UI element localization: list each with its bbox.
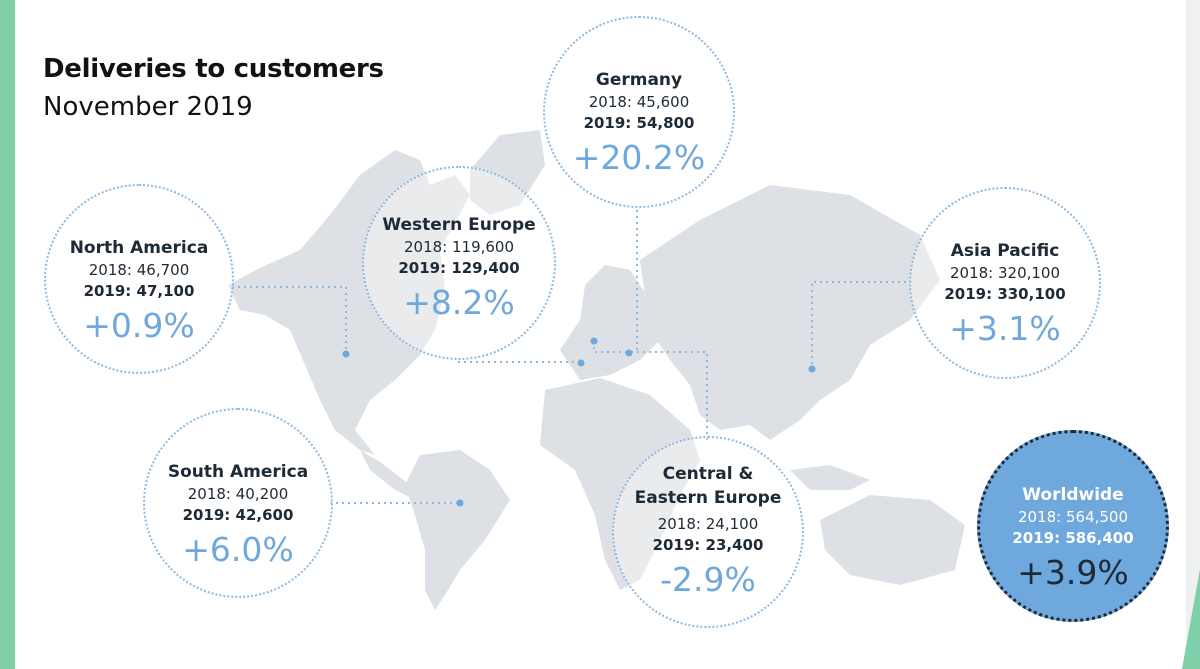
change-percent: +3.9%: [1017, 553, 1129, 592]
bubble-western-europe: Western Europe 2018: 119,600 2019: 129,4…: [362, 166, 556, 360]
dot-north-america: [342, 350, 350, 358]
dot-central-eastern-europe: [590, 337, 598, 345]
value-2019: 2019: 47,100: [83, 282, 195, 300]
bubble-germany: Germany 2018: 45,600 2019: 54,800 +20.2%: [543, 16, 735, 208]
bubble-south-america: South America 2018: 40,200 2019: 42,600 …: [143, 408, 333, 598]
change-percent: -2.9%: [660, 560, 756, 599]
continents: [228, 130, 965, 610]
region-name-line2: Eastern Europe: [634, 488, 782, 508]
change-percent: +20.2%: [572, 138, 706, 177]
value-2019: 2019: 42,600: [182, 506, 294, 524]
connector-north-america: [232, 286, 347, 353]
change-percent: +8.2%: [403, 283, 515, 322]
bubble-worldwide: Worldwide 2018: 564,500 2019: 586,400 +3…: [977, 430, 1169, 622]
region-name: Asia Pacific: [950, 241, 1060, 261]
dot-south-america: [456, 499, 464, 507]
connector-central-eastern-europe: [593, 341, 708, 440]
change-percent: +0.9%: [83, 306, 195, 345]
dot-western-europe: [577, 359, 585, 367]
region-name: South America: [167, 462, 309, 482]
value-2019: 2019: 129,400: [398, 259, 520, 277]
region-name-line1: Central &: [662, 464, 754, 484]
value-2018: 2018: 46,700: [88, 261, 190, 279]
value-2018: 2018: 40,200: [187, 485, 289, 503]
chart-title: Deliveries to customers: [43, 54, 384, 84]
region-name: North America: [69, 238, 209, 258]
continent-south-america: [405, 450, 510, 610]
value-2019: 2019: 23,400: [652, 536, 764, 554]
continent-australia: [820, 495, 965, 585]
continent-europe: [560, 265, 670, 380]
dot-asia-pacific: [808, 365, 816, 373]
region-name: Western Europe: [382, 215, 536, 235]
value-2018: 2018: 119,600: [403, 238, 515, 256]
change-percent: +6.0%: [182, 530, 294, 569]
value-2018: 2018: 320,100: [949, 264, 1061, 282]
location-dots: [342, 337, 816, 507]
value-2019: 2019: 586,400: [1012, 529, 1134, 547]
continent-asia: [640, 185, 940, 440]
left-accent-bar: [0, 0, 15, 669]
value-2019: 2019: 54,800: [583, 114, 695, 132]
chart-subtitle: November 2019: [43, 92, 253, 122]
value-2018: 2018: 45,600: [588, 93, 690, 111]
corner-accent: [1182, 569, 1200, 669]
connector-asia-pacific: [811, 281, 912, 368]
region-name: Worldwide: [1022, 485, 1124, 505]
region-name: Germany: [595, 70, 683, 90]
value-2018: 2018: 24,100: [657, 515, 759, 533]
connector-lines: [232, 210, 912, 504]
change-percent: +3.1%: [949, 309, 1061, 348]
value-2019: 2019: 330,100: [944, 285, 1066, 303]
dot-germany: [625, 349, 633, 357]
bubble-north-america: North America 2018: 46,700 2019: 47,100 …: [44, 184, 234, 374]
bubble-central-eastern-europe: Central & Eastern Europe 2018: 24,100 20…: [612, 436, 804, 628]
continent-indonesia: [790, 465, 870, 490]
value-2018: 2018: 564,500: [1017, 508, 1129, 526]
right-edge-bar: [1186, 0, 1200, 669]
bubble-asia-pacific: Asia Pacific 2018: 320,100 2019: 330,100…: [909, 187, 1101, 379]
